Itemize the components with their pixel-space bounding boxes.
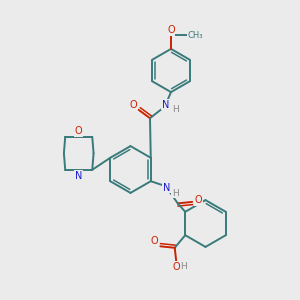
Text: N: N [162,100,169,110]
Text: N: N [163,183,170,193]
Text: O: O [194,195,202,206]
Text: O: O [75,126,82,136]
Text: O: O [151,236,158,246]
Text: H: H [180,262,187,271]
Text: O: O [129,100,137,110]
Text: H: H [172,189,179,198]
Text: O: O [172,262,180,272]
Text: H: H [172,105,178,114]
Text: N: N [75,171,82,181]
Text: CH₃: CH₃ [188,31,203,40]
Text: O: O [167,25,175,35]
